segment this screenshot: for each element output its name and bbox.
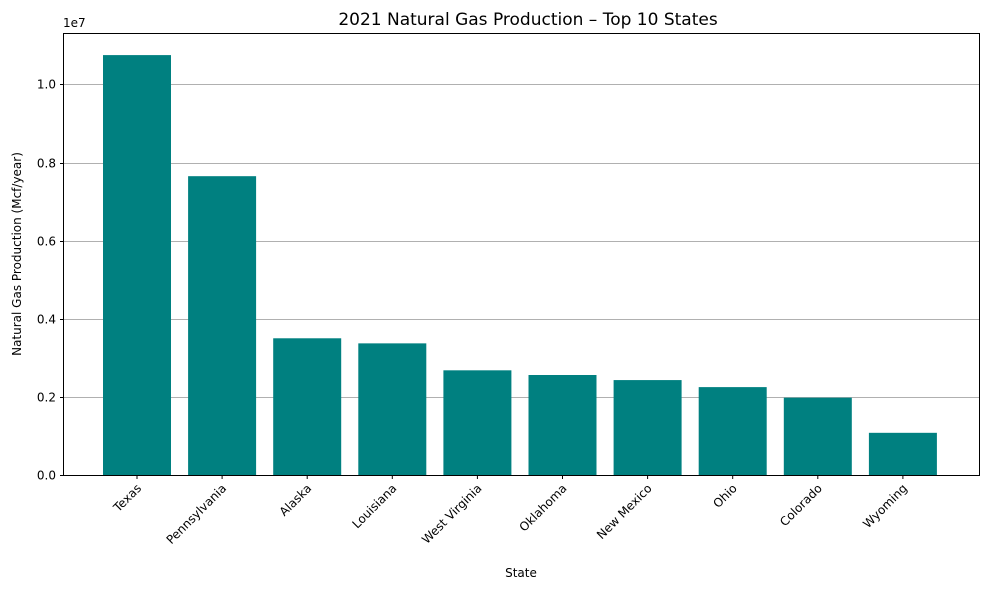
bar	[528, 375, 597, 475]
bar	[698, 387, 767, 475]
bar	[613, 380, 682, 475]
y-tick-label: 0.4	[37, 313, 56, 327]
bar	[188, 176, 257, 475]
x-axis-title: State	[505, 566, 537, 580]
bars	[103, 55, 937, 475]
bar	[273, 338, 342, 475]
bar	[868, 432, 937, 475]
bar	[103, 55, 171, 475]
bar	[443, 370, 512, 475]
y-axis-ticks: 0.0 0.2 0.4 0.6 0.8 1.0	[37, 78, 64, 483]
y-tick-label: 0.0	[37, 469, 56, 483]
y-axis-title: Natural Gas Production (Mcf/year)	[10, 152, 24, 356]
y-tick-label: 1.0	[37, 78, 56, 92]
bar	[783, 397, 852, 475]
y-tick-label: 0.6	[37, 235, 56, 249]
plot-frame	[63, 33, 980, 476]
y-axis-offset-label: 1e7	[63, 16, 86, 30]
chart-title: 2021 Natural Gas Production – Top 10 Sta…	[338, 10, 718, 30]
y-tick-label: 0.2	[37, 391, 56, 405]
bar	[358, 343, 427, 475]
y-tick-label: 0.8	[37, 157, 56, 171]
